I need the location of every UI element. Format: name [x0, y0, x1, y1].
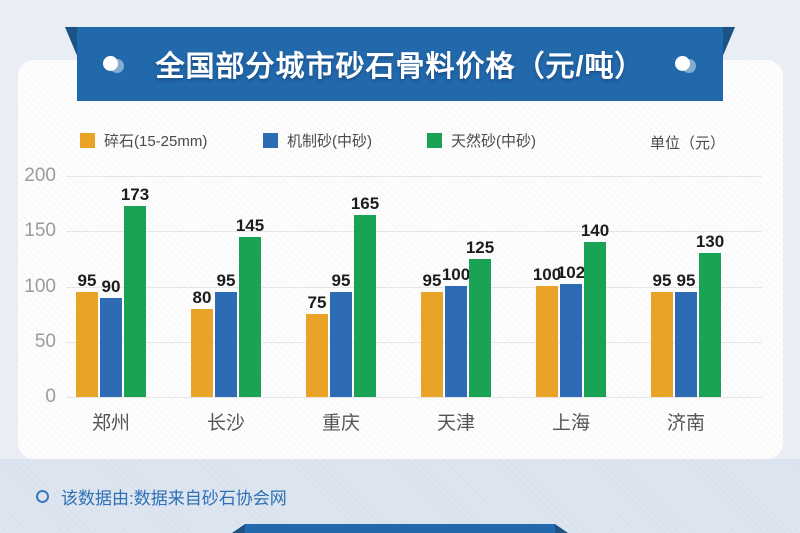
bar-value-上海-机制砂(中砂): 102 — [556, 263, 586, 282]
bar-value-郑州-天然砂(中砂): 173 — [120, 185, 150, 204]
bar-value-济南-碎石(15-25mm): 95 — [652, 271, 672, 290]
bar-碎石(15-25mm)-长沙 — [191, 309, 213, 397]
legend-item-machine-sand: 机制砂(中砂) — [263, 130, 372, 151]
bar-value-长沙-机制砂(中砂): 95 — [216, 271, 236, 290]
bar-碎石(15-25mm)-郑州 — [76, 292, 98, 397]
bar-天然砂(中砂)-上海 — [584, 242, 606, 397]
bar-碎石(15-25mm)-天津 — [421, 292, 443, 397]
bar-value-上海-天然砂(中砂): 140 — [580, 221, 610, 240]
bar-天然砂(中砂)-天津 — [469, 259, 491, 397]
next-banner-fold-right — [555, 524, 568, 533]
gridline-100 — [66, 287, 762, 288]
unit-label: 单位（元） — [649, 135, 725, 152]
bar-value-天津-碎石(15-25mm): 95 — [422, 271, 442, 290]
bar-value-长沙-天然砂(中砂): 145 — [235, 216, 265, 235]
next-banner-strip — [245, 524, 555, 533]
x-axis-label-上海: 上海 — [551, 413, 590, 434]
bar-碎石(15-25mm)-上海 — [536, 286, 558, 397]
legend-swatch-green — [427, 133, 442, 148]
title-banner: 全国部分城市砂石骨料价格（元/吨） — [77, 27, 723, 101]
gridline-150 — [66, 231, 762, 232]
x-axis-label-天津: 天津 — [436, 413, 475, 434]
bar-value-重庆-碎石(15-25mm): 75 — [307, 293, 327, 312]
data-source-note: 该数据由:数据来自砂石协会网 — [61, 489, 287, 508]
footer-row: 该数据由:数据来自砂石协会网 — [36, 484, 287, 509]
bar-碎石(15-25mm)-济南 — [651, 292, 673, 397]
banner-dot-left-icon — [103, 55, 125, 73]
bar-机制砂(中砂)-济南 — [675, 292, 697, 397]
gridline-50 — [66, 342, 762, 343]
x-axis-label-长沙: 长沙 — [206, 413, 245, 434]
y-axis-tick-200: 200 — [24, 165, 56, 186]
legend-label: 机制砂(中砂) — [287, 133, 372, 150]
footer-bullet-icon — [36, 490, 49, 503]
bar-value-重庆-机制砂(中砂): 95 — [331, 271, 351, 290]
bar-value-天津-天然砂(中砂): 125 — [465, 238, 495, 257]
gridline-200 — [66, 176, 762, 177]
y-axis-tick-100: 100 — [24, 276, 56, 297]
x-axis-label-济南: 济南 — [666, 413, 705, 434]
banner-dot-right-icon — [674, 55, 697, 73]
bar-机制砂(中砂)-长沙 — [215, 292, 237, 397]
bar-value-长沙-碎石(15-25mm): 80 — [192, 288, 212, 307]
bar-value-上海-碎石(15-25mm): 100 — [532, 265, 562, 284]
legend-swatch-blue — [263, 133, 278, 148]
bar-value-济南-天然砂(中砂): 130 — [695, 232, 725, 251]
y-axis-tick-150: 150 — [24, 220, 56, 241]
bar-value-重庆-天然砂(中砂): 165 — [350, 194, 380, 213]
bar-机制砂(中砂)-上海 — [560, 284, 582, 397]
bar-天然砂(中砂)-济南 — [699, 253, 721, 397]
legend-item-natural-sand: 天然砂(中砂) — [427, 130, 536, 151]
bar-碎石(15-25mm)-重庆 — [306, 314, 328, 397]
y-axis-tick-50: 50 — [34, 331, 56, 352]
bar-天然砂(中砂)-长沙 — [239, 237, 261, 397]
page-title: 全国部分城市砂石骨料价格（元/吨） — [155, 51, 645, 83]
footer-band — [0, 459, 800, 533]
bar-value-郑州-碎石(15-25mm): 95 — [77, 271, 97, 290]
bar-value-郑州-机制砂(中砂): 90 — [101, 277, 121, 296]
legend-item-crushed-stone: 碎石(15-25mm) — [80, 130, 207, 151]
legend-swatch-orange — [80, 133, 95, 148]
legend-label: 天然砂(中砂) — [451, 133, 536, 150]
x-axis-label-重庆: 重庆 — [321, 413, 360, 434]
bar-机制砂(中砂)-天津 — [445, 286, 467, 397]
next-banner-fold-left — [232, 524, 245, 533]
bar-机制砂(中砂)-郑州 — [100, 298, 122, 397]
bar-value-天津-机制砂(中砂): 100 — [441, 265, 471, 284]
legend-label: 碎石(15-25mm) — [104, 133, 208, 150]
bar-value-济南-机制砂(中砂): 95 — [676, 271, 696, 290]
bar-机制砂(中砂)-重庆 — [330, 292, 352, 397]
y-axis-tick-0: 0 — [45, 386, 56, 407]
gridline-0 — [66, 397, 762, 398]
x-axis-label-郑州: 郑州 — [91, 413, 130, 434]
bar-天然砂(中砂)-重庆 — [354, 215, 376, 397]
bar-天然砂(中砂)-郑州 — [124, 206, 146, 397]
